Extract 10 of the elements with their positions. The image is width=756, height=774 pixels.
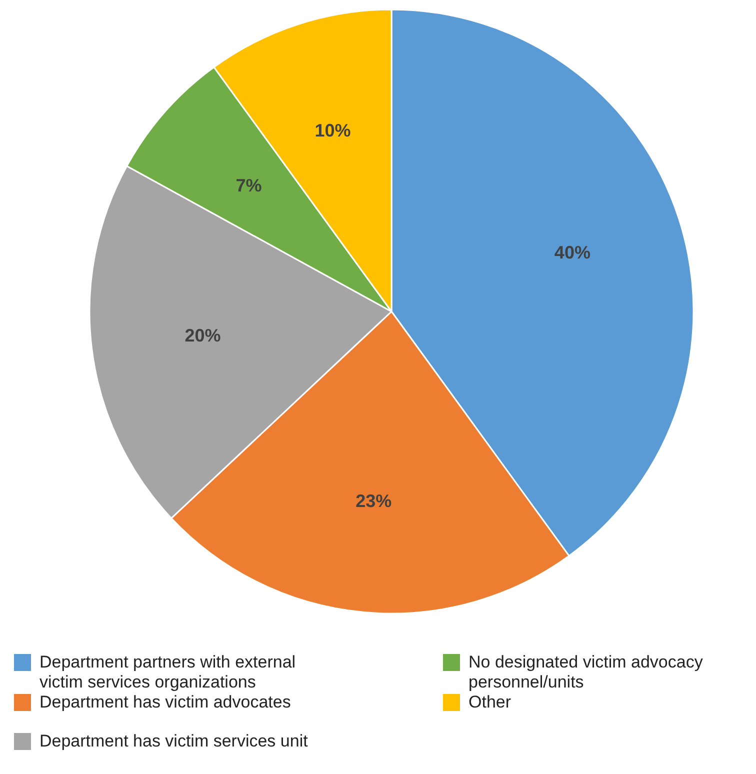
legend-label: No designated victim advocacy personnel/units [468, 652, 704, 692]
data-label: 40% [554, 242, 590, 263]
data-label: 20% [184, 325, 221, 346]
legend-label: Department has victim advocates [40, 692, 291, 712]
legend-label: Department has victim services unit [40, 732, 308, 750]
legend-label: Other [468, 692, 512, 712]
data-label: 23% [356, 490, 392, 511]
legend-label: Department partners with external victim services organizations [40, 652, 296, 692]
data-label: 10% [314, 120, 351, 141]
data-label: 7% [236, 176, 262, 196]
